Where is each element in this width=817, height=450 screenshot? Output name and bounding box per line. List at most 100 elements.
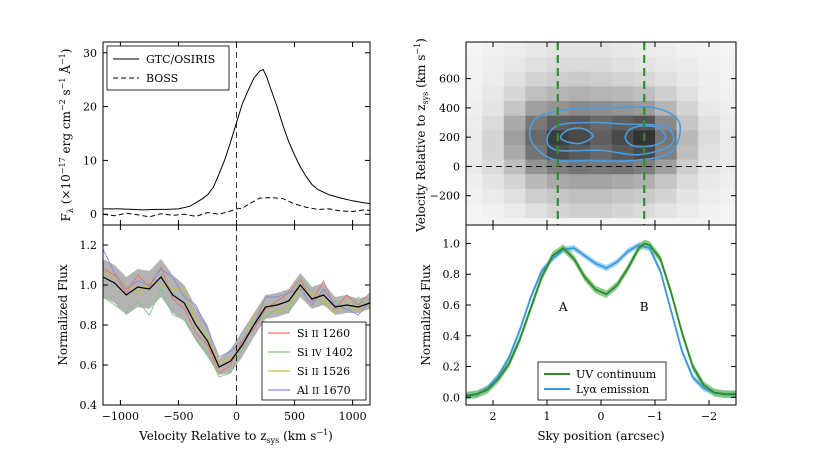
2d-spectrum-pixel: [547, 56, 570, 72]
2d-spectrum-pixel: [611, 115, 634, 131]
absorption-marks: [102, 225, 371, 405]
spatial-profile-ytick-label: 1.0: [443, 237, 461, 250]
2d-spectrum-pixel: [676, 203, 699, 219]
absorption-xtick-label: −500: [163, 410, 193, 423]
2d-spectrum-pixel: [503, 159, 526, 175]
2d-spectrum-pixel: [482, 71, 505, 87]
absorption-legend: Si II 1260 Si IV 1402 Si II 1526 Al II 1670: [261, 321, 367, 401]
2d-spectrum-pixel: [698, 56, 721, 72]
spatial-profile-xtick-label: 1: [544, 410, 551, 423]
2d-spectrum-pixel: [698, 85, 721, 101]
2d-spectrum-pixel: [655, 71, 678, 87]
2d-spectrum-pixel: [466, 71, 483, 87]
2d-spectrum-pixel: [482, 173, 505, 189]
2d-spectrum-pixel: [611, 42, 634, 58]
absorption-xtick-label: −1000: [102, 410, 139, 423]
2d-spectrum-pixel: [698, 188, 721, 204]
2d-spectrum-pixel: [698, 144, 721, 160]
absorption-ytick-label: 1.0: [80, 279, 98, 292]
spatial-series-uv: [465, 242, 736, 397]
2d-spectrum-pixel: [676, 115, 699, 131]
2d-spectrum-pixel: [719, 42, 737, 58]
2d-spectrum-pixel: [525, 100, 548, 116]
2d-spectrum-pixel: [590, 129, 613, 145]
2d-spectrum-pixel: [719, 71, 737, 87]
2d-spectrum-pixel: [482, 188, 505, 204]
2d-spectrum-marks: [466, 42, 737, 225]
2d-spectrum-pixel: [698, 115, 721, 131]
legend-label-boss: BOSS: [146, 72, 178, 85]
2d-spectrum-pixel: [611, 56, 634, 72]
2d-spectrum-ticks: −200 0 200 400 600: [430, 42, 736, 225]
2d-spectrum-pixel: [466, 159, 483, 175]
2d-spectrum-pixel: [525, 188, 548, 204]
spatial-profile-ylabel: Normalized Flux: [419, 264, 433, 365]
2d-spectrum-pixel: [676, 129, 699, 145]
2d-spectrum-pixel: [655, 173, 678, 189]
legend-label-si1402: Si IV 1402: [297, 346, 353, 359]
contour-mid: [546, 121, 675, 156]
2d-spectrum-ylabel: Velocity Relative to zsys (km s−1): [413, 38, 430, 233]
spatial-profile-panel: 0.0 0.2 0.4 0.6 0.8 1.0 2 1 0 −1 −2 A B UV continu…: [419, 224, 737, 443]
2d-spectrum-pixel: [568, 173, 591, 189]
annotation-b: B: [640, 300, 649, 314]
spectrum-series-gtc: [103, 68, 371, 211]
2d-spectrum-pixel: [611, 129, 634, 145]
2d-spectrum-pixel: [698, 173, 721, 189]
2d-spectrum-pixel: [547, 85, 570, 101]
2d-spectrum-pixel: [525, 71, 548, 87]
2d-spectrum-pixel: [698, 100, 721, 116]
2d-spectrum-pixel: [633, 85, 656, 101]
2d-spectrum-pixel: [676, 56, 699, 72]
legend-label-lya: Lyα emission: [576, 383, 649, 396]
absorption-ytick-label: 1.2: [80, 239, 98, 252]
2d-spectrum-pixel: [503, 144, 526, 160]
legend-label-al1670: Al II 1670: [296, 384, 351, 397]
2d-spectrum-pixel: [568, 85, 591, 101]
2d-spectrum-pixel: [719, 115, 737, 131]
2d-spectrum-pixel: [466, 188, 483, 204]
2d-spectrum-pixel: [698, 71, 721, 87]
2d-spectrum-pixel: [719, 85, 737, 101]
2d-spectrum-pixel: [655, 100, 678, 116]
absorption-xtick-label: 0: [233, 410, 240, 423]
legend-label-si1260: Si II 1260: [297, 327, 350, 340]
spatial-profile-ytick-label: 0.4: [443, 330, 461, 343]
absorption-ytick-label: 0.4: [80, 399, 98, 412]
2d-spectrum-pixel: [503, 203, 526, 219]
2d-spectrum-pixel: [482, 85, 505, 101]
2d-spectrum-pixel: [466, 115, 483, 131]
2d-spectrum-pixel: [633, 71, 656, 87]
2d-spectrum-pixel: [655, 42, 678, 58]
2d-spectrum-pixel: [698, 42, 721, 58]
2d-spectrum-pixel: [655, 56, 678, 72]
2d-spectrum-pixel: [676, 173, 699, 189]
2d-spectrum-pixel: [482, 159, 505, 175]
2d-spectrum-pixel: [676, 85, 699, 101]
spatial-profile-xtick-label: 2: [490, 410, 497, 423]
2d-spectrum-pixel: [611, 188, 634, 204]
absorption-ytick-label: 0.8: [80, 319, 98, 332]
legend-label-uv: UV continuum: [576, 368, 657, 381]
spectrum-series-boss: [102, 197, 371, 218]
absorption-xlabel: Velocity Relative to zsys (km s−1): [138, 428, 333, 445]
2d-spectrum-pixel: [698, 203, 721, 219]
spatial-profile-legend: UV continuum Lyα emission: [537, 361, 667, 401]
2d-spectrum-pixel: [568, 144, 591, 160]
2d-spectrum-pixel: [482, 144, 505, 160]
spatial-profile-ytick-label: 0.0: [443, 391, 461, 404]
2d-spectrum-ytick-label: −200: [430, 190, 460, 203]
2d-spectrum-pixel: [466, 42, 483, 58]
2d-spectrum-pixel: [611, 144, 634, 160]
2d-spectrum-pixel: [466, 129, 483, 145]
2d-spectrum-pixel: [633, 203, 656, 219]
spectrum-ytick-label: 0: [90, 208, 97, 221]
spatial-profile-ytick-label: 0.8: [443, 268, 461, 281]
contour-inner-right: [624, 125, 667, 148]
2d-spectrum-pixel: [633, 188, 656, 204]
2d-spectrum-pixel: [568, 71, 591, 87]
2d-spectrum-pixel: [525, 129, 548, 145]
2d-spectrum-pixel: [482, 56, 505, 72]
spectrum-ticks: 0 10 20 30: [83, 42, 370, 225]
2d-spectrum-pixel: [719, 144, 737, 160]
